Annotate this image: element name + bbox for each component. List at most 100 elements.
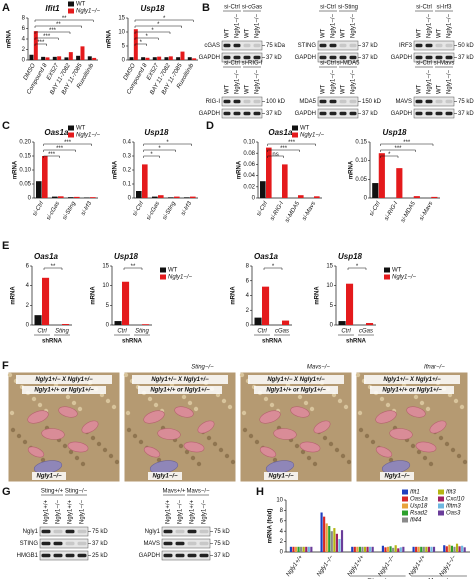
significance-bracket bbox=[267, 143, 316, 146]
y-tick-label: 0 bbox=[28, 196, 32, 202]
bedding bbox=[16, 433, 22, 439]
y-tick-label: 0 bbox=[106, 323, 110, 329]
bar bbox=[289, 546, 292, 552]
bedding bbox=[459, 404, 465, 410]
x-tick-label: Ctrl bbox=[37, 329, 47, 335]
y-tick-label: 0.20 bbox=[19, 140, 31, 146]
bar bbox=[422, 546, 425, 552]
y-tick-label: 5 bbox=[106, 303, 110, 309]
panel-label: G bbox=[2, 486, 11, 498]
bar bbox=[142, 164, 148, 198]
bar bbox=[369, 546, 372, 552]
y-tick-label: 4 bbox=[22, 37, 26, 43]
y-tick-label: 0.4 bbox=[123, 140, 132, 146]
protein-label: GAPDH bbox=[139, 553, 160, 559]
significance-label: * bbox=[151, 28, 154, 34]
pup bbox=[259, 446, 277, 458]
blot-band bbox=[243, 99, 251, 104]
bar bbox=[366, 546, 369, 552]
bedding bbox=[450, 447, 456, 453]
lane-label: Ngly1−/− bbox=[80, 499, 86, 524]
bedding bbox=[263, 396, 269, 402]
bedding bbox=[37, 402, 43, 408]
bedding bbox=[71, 400, 77, 406]
lane-label: Ngly1−/− bbox=[202, 499, 208, 524]
pup bbox=[27, 410, 49, 424]
x-tick-label: si-Sting bbox=[62, 200, 78, 221]
bedding bbox=[77, 406, 83, 412]
bar bbox=[432, 546, 436, 552]
photo-title: Ngly1+/− X Ngly1+/− bbox=[35, 377, 93, 383]
pup bbox=[259, 410, 281, 424]
x-axis-label: shRNA bbox=[346, 339, 367, 345]
legend-label: WT bbox=[76, 126, 86, 132]
blot-band bbox=[435, 43, 443, 48]
blot-band bbox=[329, 55, 337, 60]
y-tick-label: 0 bbox=[280, 550, 284, 556]
pup bbox=[27, 446, 45, 458]
legend-swatch bbox=[402, 510, 408, 516]
bar bbox=[340, 530, 344, 552]
y-tick-label: 0 bbox=[128, 196, 132, 202]
photo-label: Ngly1+/+ or Ngly1+/− bbox=[150, 388, 210, 394]
x-tick-label: cGas bbox=[359, 329, 373, 335]
genotype-label: Sting−/− bbox=[191, 365, 214, 371]
y-tick-label: 2 bbox=[280, 539, 284, 545]
lane-label: Ngly1−/− bbox=[56, 499, 62, 524]
significance-label: ns bbox=[272, 152, 278, 158]
pup bbox=[67, 441, 89, 453]
legend-label: Rsad2 bbox=[410, 511, 428, 517]
x-axis-label: shRNA bbox=[42, 339, 63, 345]
legend-swatch bbox=[384, 274, 390, 280]
label-backdrop bbox=[22, 386, 106, 394]
bedding bbox=[370, 439, 376, 445]
bedding bbox=[206, 435, 212, 441]
bar bbox=[346, 283, 354, 325]
pup bbox=[273, 428, 297, 440]
significance-label: ** bbox=[131, 264, 136, 270]
x-tick-label: si-Mavs bbox=[302, 201, 318, 222]
protein-label: GAPDH bbox=[295, 111, 316, 117]
y-axis-label: mRNA bbox=[91, 286, 97, 305]
significance-label: * bbox=[356, 264, 359, 270]
blot-band bbox=[319, 99, 327, 104]
bar bbox=[305, 546, 308, 552]
y-tick-label: 0.15 bbox=[19, 154, 31, 160]
bar bbox=[372, 183, 379, 198]
bar bbox=[168, 197, 174, 198]
blot-band bbox=[435, 55, 443, 60]
bar bbox=[392, 547, 395, 552]
bar bbox=[254, 317, 262, 325]
bedding bbox=[337, 398, 343, 404]
y-axis-label: mRNA bbox=[107, 29, 113, 48]
bar bbox=[330, 531, 333, 552]
blot-band bbox=[223, 55, 231, 60]
legend-label: Ngly1−/− bbox=[392, 275, 417, 281]
bedding bbox=[254, 439, 260, 445]
significance-bracket bbox=[123, 267, 143, 270]
bar bbox=[453, 546, 456, 552]
bar bbox=[260, 181, 266, 198]
bar bbox=[62, 324, 70, 325]
bar bbox=[356, 546, 359, 552]
bedding bbox=[422, 455, 428, 461]
x-tick-label: Ctrl bbox=[341, 329, 351, 335]
bar bbox=[427, 546, 430, 552]
y-tick-label: 0 bbox=[252, 196, 256, 202]
bar bbox=[463, 547, 466, 552]
significance-bracket bbox=[143, 155, 160, 158]
blot-band bbox=[253, 99, 261, 104]
blot-band bbox=[339, 55, 347, 60]
y-tick-label: 0 bbox=[364, 196, 368, 202]
bar bbox=[84, 197, 90, 198]
bar bbox=[310, 546, 313, 552]
lane-label: Ngly1+/+ bbox=[166, 499, 172, 524]
x-tick-label: si-Mavs bbox=[419, 201, 435, 222]
significance-bracket bbox=[134, 43, 147, 46]
bar bbox=[64, 57, 69, 60]
bar bbox=[302, 546, 305, 552]
pup bbox=[406, 406, 426, 418]
bar bbox=[58, 196, 64, 198]
x-tick-label: si-cGas bbox=[146, 201, 161, 222]
label-backdrop bbox=[148, 472, 182, 480]
